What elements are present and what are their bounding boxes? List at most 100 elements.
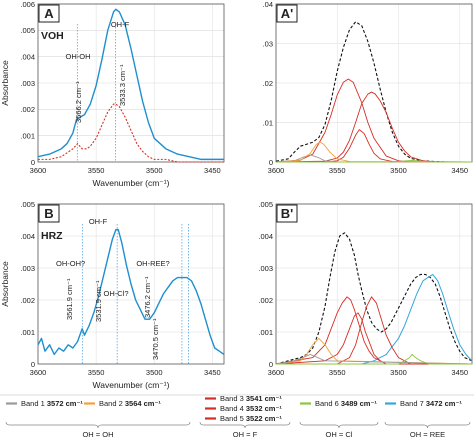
y-tick-label: .002 <box>20 105 35 114</box>
y-tick-label: .04 <box>263 0 273 9</box>
legend-item: Band 5 3522 cm⁻¹ <box>205 414 282 423</box>
panel-label-box <box>38 4 60 23</box>
plot-frame <box>37 203 225 365</box>
panel-label: B <box>44 206 53 221</box>
y-tick-label: .001 <box>20 328 35 337</box>
legend-label: Band 4 3532 cm⁻¹ <box>220 404 282 413</box>
legend-label: Band 7 3472 cm⁻¹ <box>400 399 462 408</box>
x-tick-label: 3500 <box>146 166 163 175</box>
x-tick-label: 3450 <box>204 368 221 377</box>
y-tick-label: .003 <box>20 264 35 273</box>
legend-item: Band 1 3572 cm⁻¹ <box>6 399 83 408</box>
legend-group-label: OH = Cl <box>326 430 353 439</box>
y-tick-label: .005 <box>20 200 35 209</box>
x-axis-label: Wavenumber (cm⁻¹) <box>93 380 170 390</box>
y-tick-label: .005 <box>20 26 35 35</box>
y-tick-label: .03 <box>263 39 273 48</box>
panel-label-box <box>38 204 60 223</box>
legend-group: OH = OH <box>5 421 191 439</box>
y-tick-label: .003 <box>258 264 273 273</box>
x-tick-label: 3450 <box>451 368 468 377</box>
x-tick-label: 3500 <box>146 368 163 377</box>
legend-item: Band 3 3541 cm⁻¹ <box>205 394 282 403</box>
series-line-band-3 <box>275 296 472 365</box>
series-line-band-3 <box>275 78 472 163</box>
series-line-band-4 <box>276 129 473 163</box>
legend-group-label: OH = OH <box>82 430 113 439</box>
legend-item: Band 7 3472 cm⁻¹ <box>385 399 462 408</box>
series-line-dotted-red <box>38 103 224 163</box>
peak-label: OH-OH <box>66 52 91 61</box>
series-line-solid-blue <box>37 228 225 356</box>
x-tick-label: 3450 <box>451 166 468 175</box>
y-tick-label: .006 <box>20 0 35 9</box>
x-tick-label: 3600 <box>268 368 285 377</box>
legend-group-brace <box>299 421 379 429</box>
peak-label: OH-Cl? <box>103 289 128 298</box>
legend-band-wavenumber: 3472 cm⁻¹ <box>426 399 463 408</box>
legend-label: Band 3 3541 cm⁻¹ <box>220 394 282 403</box>
x-tick-label: 3500 <box>390 166 407 175</box>
series-line-band-2 <box>275 337 473 365</box>
panel-label: A <box>44 6 54 21</box>
panel-B-prime: 0 .001 .002 .003 .004 .005 3600 3550 3500 3450 B' <box>258 200 473 377</box>
legend-label: Band 1 3572 cm⁻¹ <box>21 399 83 408</box>
x-tick-label: 3600 <box>268 166 285 175</box>
y-tick-label: .004 <box>20 232 35 241</box>
x-tick-label: 3600 <box>30 166 47 175</box>
y-axis-label: Absorbance <box>0 261 10 307</box>
legend-band-wavenumber: 3541 cm⁻¹ <box>246 394 283 403</box>
x-axis-label: Wavenumber (cm⁻¹) <box>93 178 170 188</box>
series-line-band-1 <box>275 353 473 365</box>
x-tick-label: 3550 <box>88 166 105 175</box>
series-line-band-6 <box>276 353 472 365</box>
panel-A: 0 .001 .002 .003 .004 .005 .006 3600 3550 3500 345… <box>0 0 225 188</box>
series-line-dashed-black <box>275 232 473 365</box>
series-line-band-4 <box>275 312 472 365</box>
sample-label: HRZ <box>41 230 63 242</box>
y-tick-label: 0 <box>269 158 273 167</box>
panel-A-prime: 0 .01 .02 .03 .04 3600 3550 3500 3450 A' <box>263 0 473 175</box>
legend-band-wavenumber: 3489 cm⁻¹ <box>341 399 378 408</box>
legend-group-label: OH = F <box>233 430 258 439</box>
series-line-dashed-black <box>275 21 472 163</box>
legend-group-label: OH = REE <box>410 430 445 439</box>
peak-wavenumber-label: 3476.2 cm⁻¹ <box>143 276 152 318</box>
peak-wavenumber-label: 3566.2 cm⁻¹ <box>74 81 83 123</box>
y-axis-label: Absorbance <box>0 60 10 106</box>
series-line-band-6 <box>276 159 472 163</box>
series-line-band-5 <box>275 91 472 163</box>
annotations-B: OH-OH? OH-F OH-Cl? OH-REE? 3561.9 cm⁻¹ 3531.9… <box>56 217 170 360</box>
peak-label: OH-F <box>89 217 108 226</box>
legend-group-brace <box>384 421 471 429</box>
y-tick-label: 0 <box>31 360 35 369</box>
legend-label: Band 5 3522 cm⁻¹ <box>220 414 282 423</box>
peak-wavenumber-label: 3533.3 cm⁻¹ <box>118 64 127 106</box>
y-tick-label: .002 <box>258 296 273 305</box>
y-tick-label: .02 <box>263 79 273 88</box>
legend-band-name: Band 6 <box>315 399 341 408</box>
legend-label: Band 2 3564 cm⁻¹ <box>99 399 161 408</box>
panel-label: A' <box>281 6 293 21</box>
y-tick-label: 0 <box>31 158 35 167</box>
y-tick-label: .001 <box>20 131 35 140</box>
series-line-band-7 <box>276 273 473 365</box>
legend-band-wavenumber: 3532 cm⁻¹ <box>246 404 283 413</box>
x-tick-label: 3500 <box>390 368 407 377</box>
legend-group: OH = F <box>199 421 291 439</box>
legend-band-wavenumber: 3564 cm⁻¹ <box>125 399 162 408</box>
x-tick-label: 3550 <box>329 368 346 377</box>
sample-label: VOH <box>41 30 64 42</box>
x-tick-label: 3550 <box>329 166 346 175</box>
peak-label: OH-OH? <box>56 259 85 268</box>
legend-item: Band 6 3489 cm⁻¹ <box>300 399 377 408</box>
legend-item: Band 2 3564 cm⁻¹ <box>84 399 161 408</box>
legend-band-name: Band 2 <box>99 399 125 408</box>
legend-band-wavenumber: 3572 cm⁻¹ <box>47 399 84 408</box>
series-line-band-5 <box>276 296 472 365</box>
x-tick-label: 3450 <box>204 166 221 175</box>
y-tick-label: .003 <box>20 79 35 88</box>
legend-group: OH = Cl <box>299 421 379 439</box>
legend-band-name: Band 1 <box>21 399 47 408</box>
